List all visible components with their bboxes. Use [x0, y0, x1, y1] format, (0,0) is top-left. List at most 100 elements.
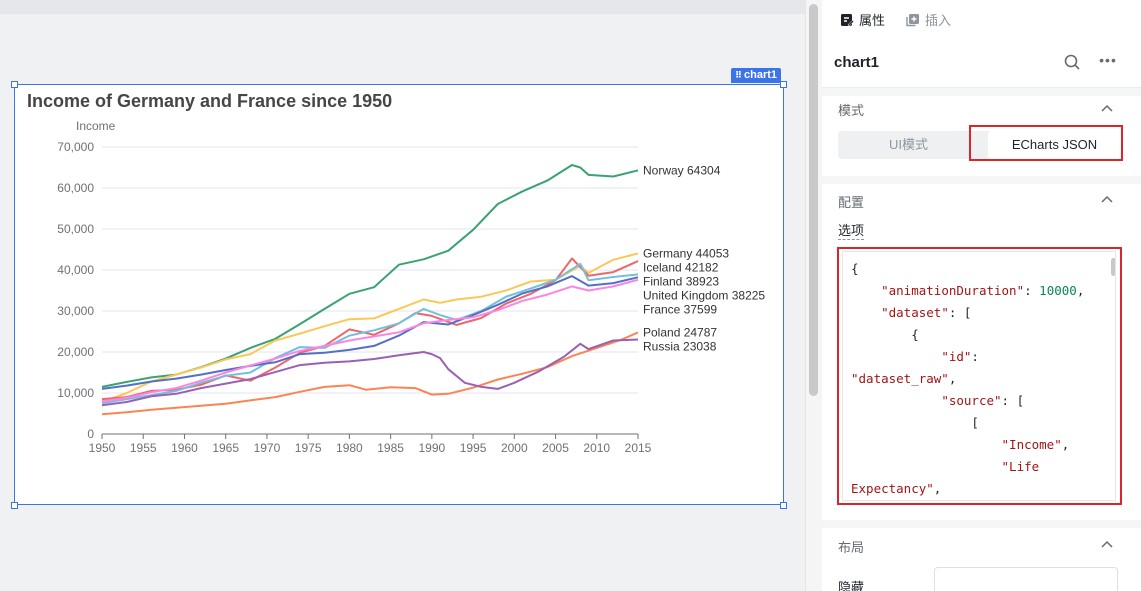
insert-icon [906, 13, 919, 26]
x-tick-label: 1985 [377, 441, 404, 455]
y-tick-label: 50,000 [57, 222, 94, 236]
resize-handle-se[interactable] [780, 502, 787, 509]
canvas-scrollbar[interactable] [805, 0, 822, 591]
mode-highlight-box [969, 125, 1123, 161]
search-icon[interactable] [1063, 53, 1081, 71]
code-token: Expectancy" [851, 481, 934, 496]
x-tick-label: 1965 [212, 441, 239, 455]
chevron-up-icon[interactable] [1101, 195, 1113, 203]
hide-field[interactable] [934, 567, 1118, 591]
json-code: { "animationDuration": 10000, "dataset":… [851, 258, 1084, 500]
end-label: France 37599 [643, 302, 717, 316]
option-label: 选项 [838, 223, 865, 240]
series-line-russia [101, 338, 639, 407]
component-tag[interactable]: ⠿ chart1 [731, 68, 782, 83]
x-tick-label: 1955 [130, 441, 157, 455]
json-editor[interactable]: { "animationDuration": 10000, "dataset":… [842, 251, 1116, 501]
code-line: "source": [ [851, 390, 1084, 412]
code-line: Expectancy", [851, 478, 1084, 500]
code-token: { [851, 327, 919, 342]
layout-section-title: 布局 [838, 540, 865, 555]
hide-label: 隐藏 [838, 580, 865, 591]
y-tick-label: 40,000 [57, 263, 94, 277]
line-chart: Income of Germany and France since 1950 … [27, 91, 765, 455]
y-tick-label: 60,000 [57, 181, 94, 195]
series-line-germany [101, 252, 639, 403]
code-line: "Income", [851, 434, 1084, 456]
resize-handle-ne[interactable] [780, 81, 787, 88]
end-label: United Kingdom 38225 [643, 288, 765, 302]
x-tick-label: 2005 [542, 441, 569, 455]
json-editor-scrollbar[interactable] [1111, 258, 1115, 276]
tab-insert-label: 插入 [925, 13, 952, 28]
mode-option-echarts-json[interactable]: ECharts JSON [988, 131, 1121, 159]
y-axis-label: Income [76, 119, 116, 133]
panel-tabs: 属性 插入 [822, 0, 1141, 38]
drag-handle-icon[interactable]: ⠿ [735, 70, 742, 80]
editor-canvas: ⠿ chart1 Income of Germany and France sin… [0, 0, 805, 509]
json-editor-highlight: { "animationDuration": 10000, "dataset":… [837, 247, 1122, 505]
code-token: "source" [941, 393, 1002, 408]
end-label: Russia 23038 [643, 339, 717, 353]
code-token [851, 437, 1002, 452]
x-tick-label: 1950 [89, 441, 116, 455]
code-line: { [851, 258, 1084, 280]
mode-section-title: 模式 [838, 103, 865, 118]
chart-container: Income of Germany and France since 1950 … [20, 88, 780, 502]
resize-handle-nw[interactable] [11, 81, 18, 88]
x-tick-label: 1975 [295, 441, 322, 455]
edit-icon [841, 13, 854, 26]
y-tick-label: 20,000 [57, 345, 94, 359]
x-tick-label: 2010 [583, 441, 610, 455]
end-label: Finland 38923 [643, 274, 719, 288]
code-token [851, 393, 941, 408]
x-axis: 1950 1955 1960 1965 1970 1975 1980 1985 1990 1995… [89, 433, 652, 455]
config-section-title: 配置 [838, 195, 865, 210]
code-token: "Income" [1001, 437, 1062, 452]
chart-grid [102, 146, 638, 394]
code-token: : [ [1001, 393, 1025, 408]
y-tick-label: 70,000 [57, 140, 94, 154]
tab-insert[interactable]: 插入 [906, 10, 951, 29]
x-tick-label: 1960 [171, 441, 198, 455]
code-token: : [971, 349, 979, 364]
component-name: chart1 [834, 54, 880, 71]
x-tick-label: 1980 [336, 441, 363, 455]
code-token: , [1061, 437, 1070, 452]
code-token [851, 459, 1002, 474]
x-tick-label: 1995 [460, 441, 487, 455]
mode-option-ui[interactable]: UI模式 [888, 137, 928, 152]
mode-switch: UI模式 ECharts JSON [838, 131, 1121, 159]
code-token: "animationDuration" [881, 283, 1025, 298]
code-line: "animationDuration": 10000, [851, 280, 1084, 302]
canvas-top-strip [0, 0, 805, 14]
code-token: : [1024, 283, 1040, 298]
tab-properties[interactable]: 属性 [840, 10, 885, 29]
canvas-scrollbar-thumb[interactable] [809, 4, 818, 396]
code-line: "Life [851, 456, 1084, 478]
component-header: chart1 ••• [822, 38, 1141, 88]
code-token: 10000 [1039, 283, 1077, 298]
code-token: [ [851, 415, 979, 430]
series-line-finland [101, 262, 639, 405]
code-line: [ [851, 412, 1084, 434]
x-tick-label: 2000 [501, 441, 528, 455]
code-token: "dataset" [881, 305, 949, 320]
chart-component-frame[interactable]: Income of Germany and France since 1950 … [14, 84, 784, 505]
chevron-up-icon[interactable] [1101, 104, 1113, 112]
code-line: "dataset_raw", [851, 368, 1084, 390]
code-token [851, 283, 881, 298]
code-token: "id" [941, 349, 972, 364]
y-tick-label: 0 [87, 427, 94, 441]
end-label: Germany 44053 [643, 246, 729, 260]
series-line-united-kingdom [101, 275, 639, 390]
resize-handle-sw[interactable] [11, 502, 18, 509]
y-tick-label: 30,000 [57, 304, 94, 318]
chart-series [101, 164, 639, 416]
chevron-up-icon[interactable] [1101, 540, 1113, 548]
code-token: , [933, 481, 942, 496]
code-token: , [948, 371, 957, 386]
more-icon[interactable]: ••• [1099, 52, 1117, 68]
section-divider [822, 520, 1141, 528]
